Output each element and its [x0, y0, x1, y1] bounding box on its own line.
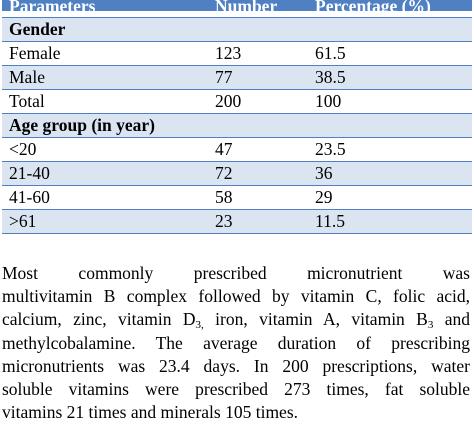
row-percentage: 11.5 [308, 209, 472, 234]
row-number: 123 [208, 41, 308, 66]
paragraph-line: vitamins 21 times and minerals 105 times… [2, 402, 299, 423]
row-percentage: 38.5 [308, 65, 472, 90]
row-number: 77 [208, 65, 308, 90]
row-label: Total [2, 89, 208, 114]
row-percentage: 100 [308, 89, 472, 114]
row-percentage: 29 [308, 185, 472, 210]
row-number: 58 [208, 185, 308, 210]
column-header-number: Number [208, 0, 308, 15]
row-label: 21-40 [2, 161, 208, 186]
paragraph-text: iron, vitamin A, vitamin B [203, 309, 428, 330]
table-row: 41-60 58 29 [2, 185, 472, 210]
table-header-row: Parameters Number Percentage (%) [2, 0, 472, 18]
table-row: Female 123 61.5 [2, 41, 472, 66]
row-number: 72 [208, 161, 308, 186]
row-percentage: 61.5 [308, 41, 472, 66]
section-row-gender: Gender [2, 17, 472, 42]
row-label: >61 [2, 209, 208, 234]
table-row: >61 23 11.5 [2, 209, 472, 234]
row-percentage: 23.5 [308, 137, 472, 162]
paragraph-line: micronutrients was 23.4 days. In 200 pre… [2, 355, 470, 376]
demographics-table: Parameters Number Percentage (%) Gender … [2, 0, 472, 234]
subscript: 3, [195, 319, 204, 332]
paragraph-line: calcium, zinc, vitamin D3, iron, vitamin… [2, 308, 470, 331]
paragraph-line: Most commonly prescribed micronutrient w… [2, 263, 470, 283]
row-label: 41-60 [2, 185, 208, 210]
paragraph-text: and [433, 309, 470, 330]
row-number: 23 [208, 209, 308, 234]
table-row: 21-40 72 36 [2, 161, 472, 186]
row-number: 47 [208, 137, 308, 162]
column-header-percentage: Percentage (%) [308, 0, 472, 15]
section-title: Age group (in year) [2, 113, 208, 138]
table-row: <20 47 23.5 [2, 137, 472, 162]
column-header-parameters: Parameters [2, 0, 208, 15]
table-row: Total 200 100 [2, 89, 472, 114]
row-number: 200 [208, 89, 308, 114]
paragraph-text: calcium, zinc, vitamin D [2, 309, 196, 330]
table-row: Male 77 38.5 [2, 65, 472, 90]
row-label: <20 [2, 137, 208, 162]
section-title: Gender [2, 17, 208, 42]
section-row-age-group: Age group (in year) [2, 113, 472, 138]
paragraph-line: methylcobalamine. The average duration o… [2, 332, 470, 353]
paragraph-line: soluble vitamins were prescribed 273 tim… [2, 379, 470, 400]
body-paragraph: Most commonly prescribed micronutrient w… [2, 262, 470, 424]
row-label: Male [2, 65, 208, 90]
paragraph-line: multivitamin B complex followed by vitam… [2, 286, 470, 307]
row-label: Female [2, 41, 208, 66]
row-percentage: 36 [308, 161, 472, 186]
subscript: 3 [427, 319, 434, 332]
